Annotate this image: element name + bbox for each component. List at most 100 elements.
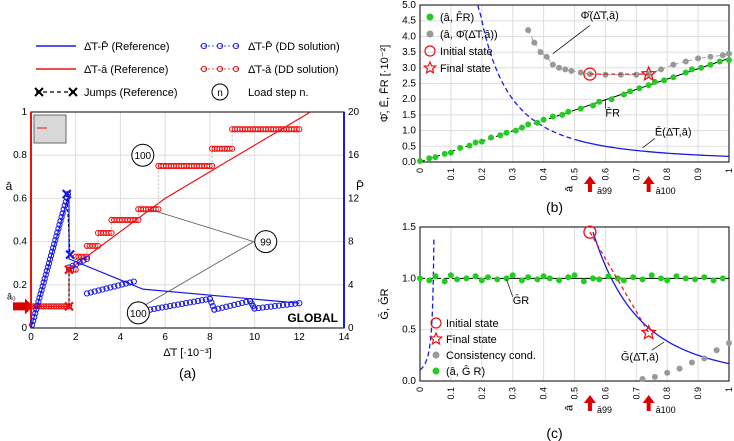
state-connector (589, 231, 650, 334)
F-hat-point (670, 74, 677, 81)
legend-label: Δ̄T-P̄ (DD solution) (248, 40, 340, 53)
x-tick-label: 0.4 (539, 387, 549, 400)
x-tick-label: 1 (724, 387, 734, 392)
x-tick-label: 0.3 (508, 168, 518, 181)
legend-marker (200, 65, 208, 73)
G-hat-point (432, 273, 439, 280)
G-hat-point (658, 275, 665, 282)
G-hat-point (605, 273, 612, 280)
dd-P-point (296, 300, 303, 307)
x-tick-label: 0.1 (446, 387, 456, 400)
dd-P-point (126, 279, 134, 286)
F-hat-point (716, 58, 723, 65)
F-hat-point (426, 155, 433, 162)
dd-P-point (53, 233, 60, 240)
G-curve-label: Ḡ(Δ̄T,ā) (621, 351, 659, 363)
F-hat-point (518, 124, 525, 131)
x-tick-label: 0.8 (662, 168, 672, 181)
dd-P-point (62, 198, 69, 205)
consistency-point (664, 369, 671, 376)
consistency-point (701, 355, 708, 362)
dd-P-point (40, 279, 47, 286)
y-tick-label: 1.5 (402, 110, 416, 121)
dd-P-point (73, 260, 80, 268)
phi-point (556, 64, 563, 71)
x-tick-label: 0.9 (693, 168, 703, 181)
G-hat-point (664, 277, 671, 284)
dd-a-point (65, 266, 73, 273)
panel-c: 0 0.1 0.2 0.3 0.4 0.5 0.6 0.7 0.8 0.9 1 0.0 0.5 1.0 1.… (379, 222, 734, 441)
dd-a-point (135, 216, 142, 224)
dd-P-point (83, 290, 90, 297)
F-hat-point (488, 134, 495, 141)
phi-point (695, 55, 702, 62)
dd-P-point (60, 206, 67, 213)
dd-P-point (122, 280, 130, 287)
label-leader (506, 279, 514, 297)
x-tick-label: 0 (28, 332, 34, 343)
legend-a: Δ̄T-P̄ (Reference) Δ̄T-P̄ (DD solution) Δ̄… (34, 40, 340, 101)
phi-point (537, 49, 544, 56)
dd-P-point (69, 262, 76, 269)
legend-label: (â, Φ̄(Δ̄T,â)) (440, 29, 498, 41)
x-tick-label: 0 (415, 387, 425, 392)
dd-P-point (288, 301, 295, 308)
phi-point (682, 58, 689, 65)
F-hat-point (432, 154, 439, 161)
dd-P-point (51, 240, 58, 248)
G-hat-point (417, 275, 423, 282)
F-hat-point (441, 150, 448, 157)
legend-marker (68, 87, 78, 97)
legend-marker (216, 65, 224, 73)
G-hat-point (441, 278, 448, 285)
y-tick-label: 0.5 (402, 325, 416, 336)
legend-label: Jumps (Reference) (84, 87, 178, 99)
dd-P-point (115, 282, 122, 289)
G-hat-point (692, 276, 699, 283)
dd-P-point (255, 304, 262, 312)
state-label: ā99 (597, 405, 612, 415)
dd-P-point (55, 225, 62, 232)
dd-P-point (33, 306, 40, 313)
dd-P-point (30, 317, 37, 325)
phi-point (525, 27, 532, 34)
F-hat-point (540, 116, 547, 123)
G-hat-point (546, 275, 553, 282)
legend-marker (232, 42, 240, 50)
legend-label: (â, Ĝ R) (446, 365, 485, 378)
F-R-curve-label: F̄R (605, 107, 620, 120)
dd-P-point (91, 288, 98, 295)
load-step-label: 100 (130, 309, 147, 320)
y-tick-label: 1.0 (402, 126, 416, 137)
dd-P-point (37, 290, 44, 298)
inset-box (33, 114, 67, 144)
G-hat-point (719, 275, 726, 282)
dd-P-point (206, 295, 213, 302)
phi-point (726, 50, 732, 57)
dd-P-point (227, 302, 234, 309)
legend-marker (426, 30, 434, 38)
legend-marker (426, 13, 434, 21)
state-label: ā100 (656, 186, 676, 196)
plot-frame (419, 226, 730, 382)
dd-P-point (219, 304, 226, 311)
E-curve (574, 138, 730, 157)
x-axis-label: ā (563, 404, 575, 411)
F-hat-point (478, 138, 485, 145)
G-hat-point (426, 277, 433, 284)
legend-label: Consistency cond. (446, 350, 536, 362)
dd-P-point (59, 210, 66, 217)
F-hat-point (590, 102, 597, 109)
G-hat-point (472, 273, 479, 280)
dd-P-point (87, 289, 94, 296)
phi-point (543, 53, 550, 60)
dd-P-point (39, 283, 46, 290)
label-leader (651, 341, 665, 351)
dd-P-point (45, 260, 53, 267)
dd-P-point (56, 221, 63, 228)
phi-curve-label: Φ̄(Δ̄T,ā) (581, 10, 619, 22)
F-hat-point (559, 111, 566, 118)
E-curve-label: Ē(Δ̄T,ā) (655, 126, 692, 138)
legend-label: Δ̄T-ā (Reference) (84, 64, 168, 76)
dd-P-point (202, 296, 209, 303)
